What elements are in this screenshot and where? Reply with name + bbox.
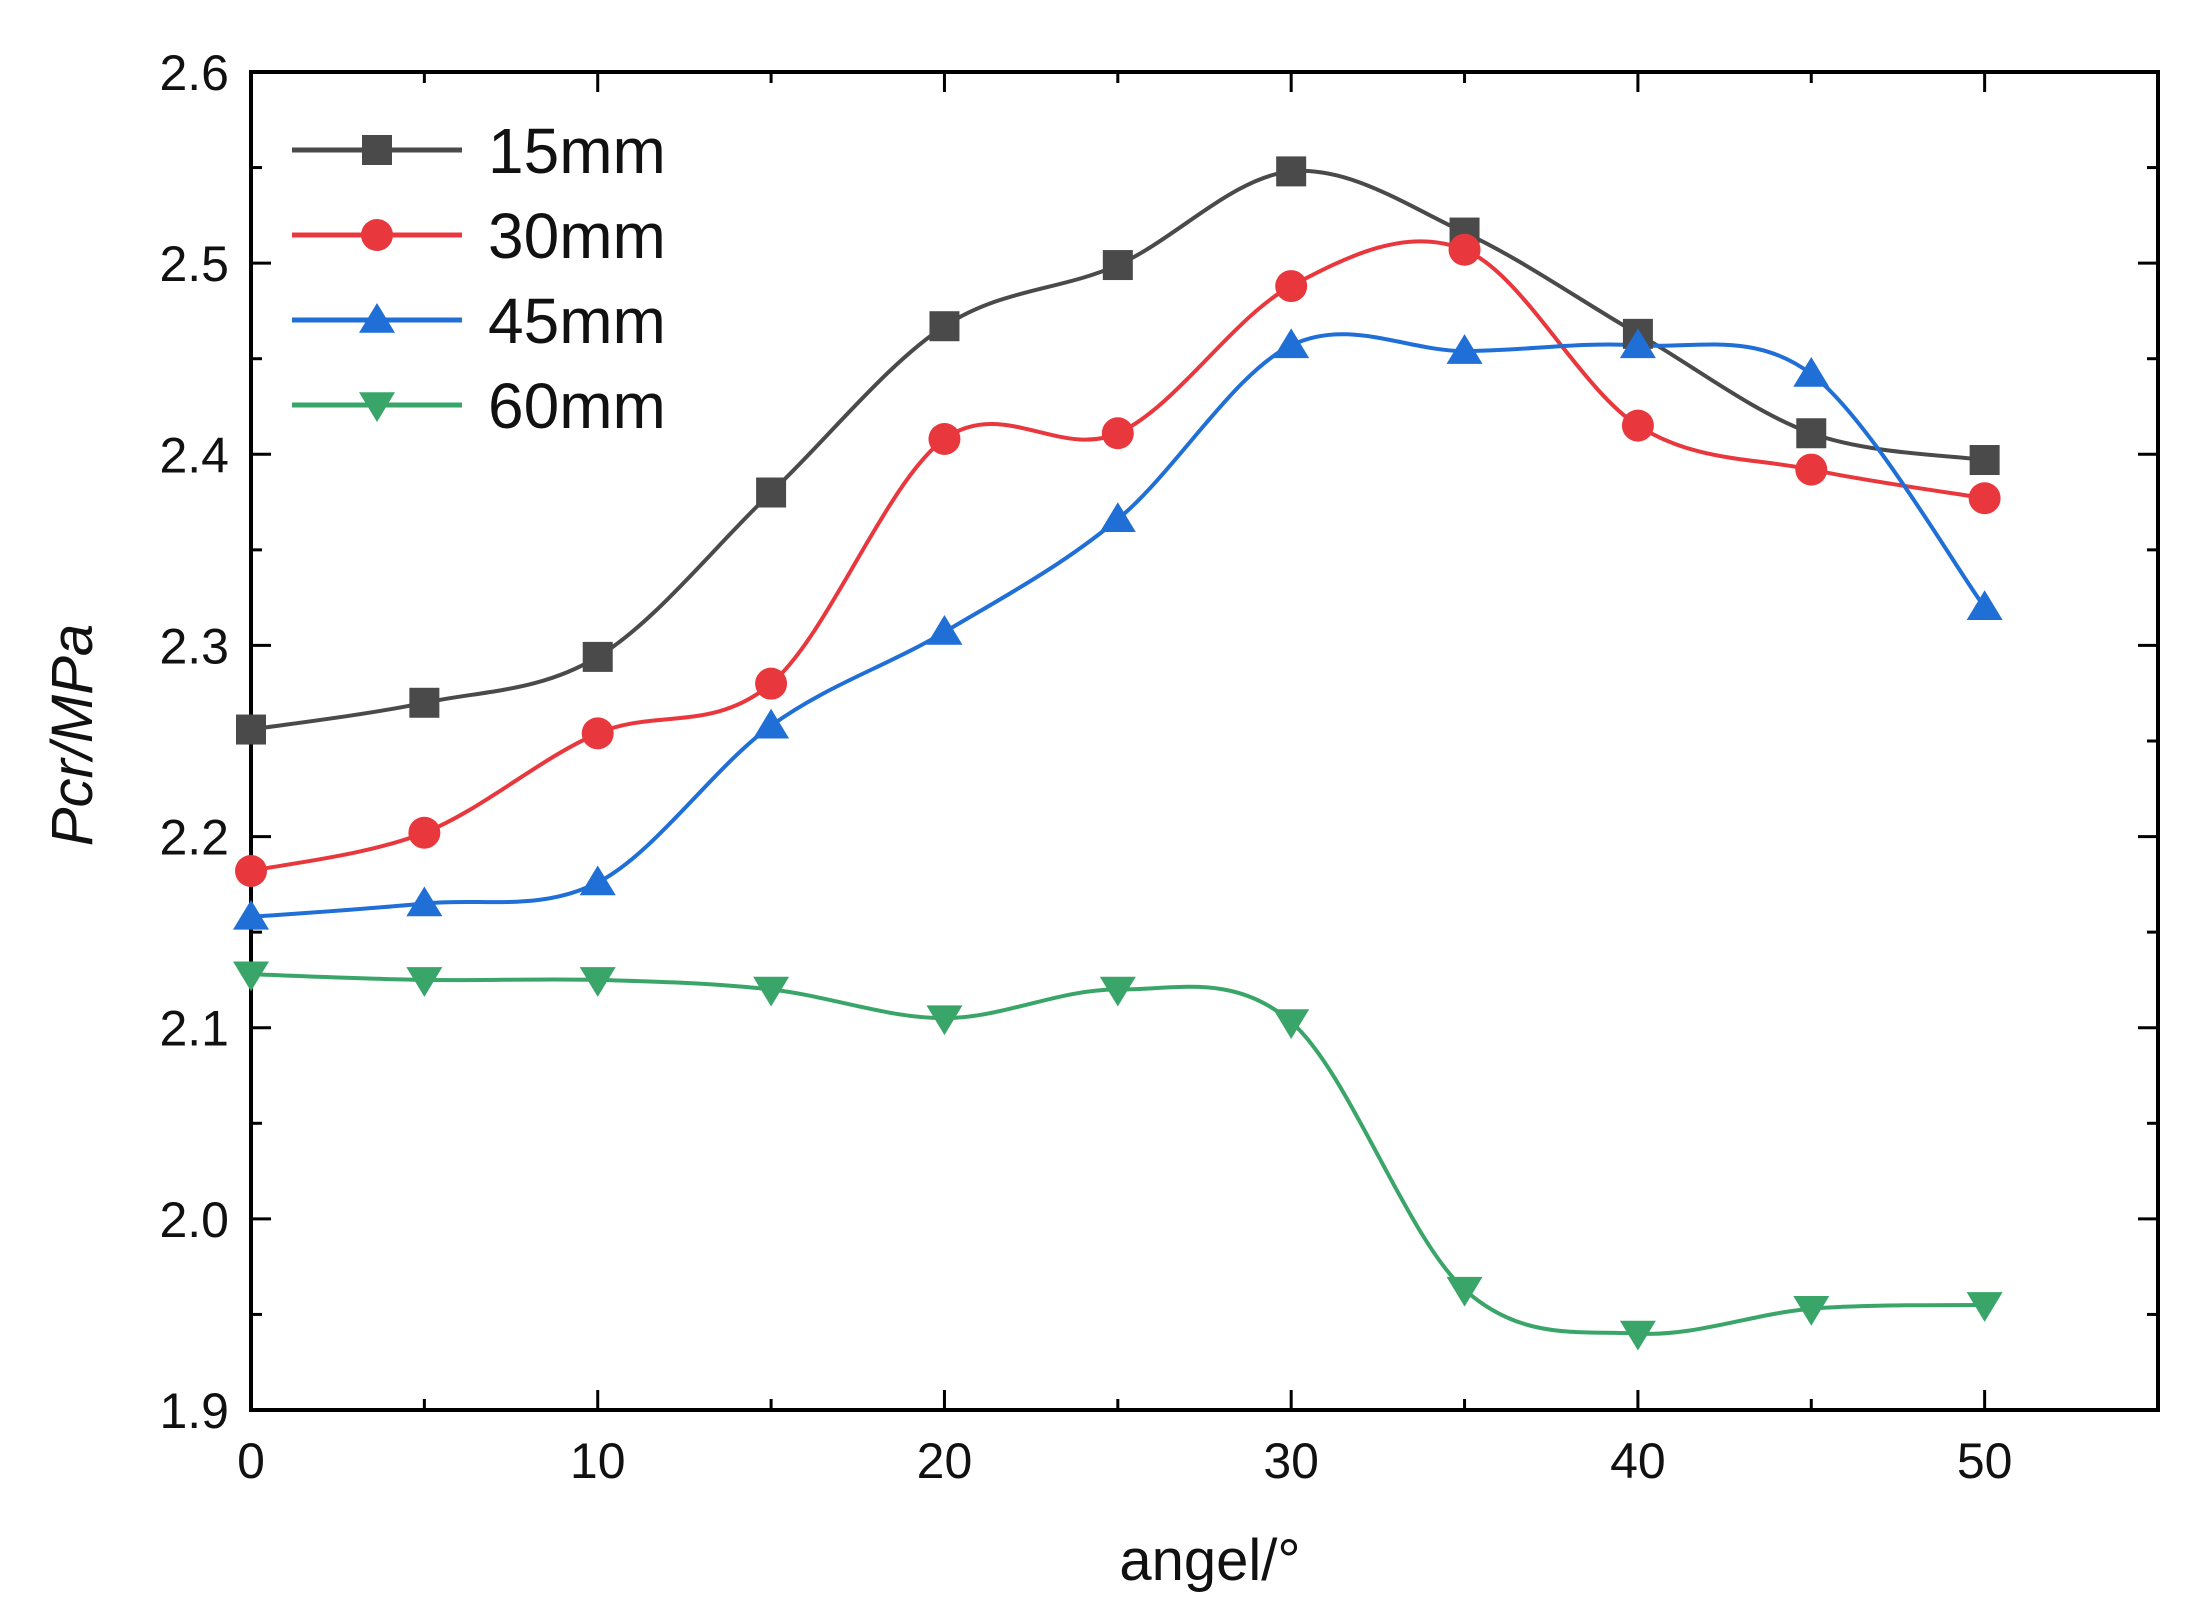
x-tick-label: 0 [237,1433,265,1489]
data-point-30mm [581,717,614,750]
data-point-15mm [582,641,613,672]
data-point-30mm [1795,453,1828,486]
axis-ticks [249,70,2158,1412]
data-point-60mm [926,1005,963,1036]
legend-label: 60mm [488,370,666,442]
tick-labels: 0 10 20 30 40 50 1.9 2.0 2.1 2.2 2.3 2.4 2.5 2.6 [159,45,2012,1489]
x-tick-label: 20 [917,1433,973,1489]
data-point-30mm [1275,270,1308,303]
data-point-30mm [1968,482,2001,515]
data-point-45mm [579,865,616,896]
y-tick-label: 1.9 [159,1383,229,1439]
y-tick-label: 2.5 [159,236,229,292]
data-point-60mm [406,967,443,997]
y-tick-label: 2.3 [159,618,229,674]
data-point-60mm [1619,1320,1656,1351]
data-point-15mm [409,687,440,718]
data-point-60mm [1273,1009,1310,1039]
data-point-30mm [235,854,267,887]
series-line-60mm [250,972,1985,1336]
data-point-15mm [1102,250,1133,281]
x-tick-label: 30 [1263,1433,1319,1489]
legend-label: 15mm [488,115,666,187]
data-point-45mm [1273,328,1310,359]
data-point-30mm [408,816,441,849]
data-point-45mm [233,899,269,930]
data-point-30mm [1621,409,1654,442]
data-point-15mm [929,311,960,342]
data-point-45mm [1099,502,1136,533]
data-point-30mm [928,422,961,455]
data-point-60mm [753,976,790,1007]
legend-marker-15mm [362,135,392,165]
data-point-60mm [579,967,616,997]
data-point-45mm [406,886,443,917]
legend-marker-30mm [361,219,393,251]
data-point-60mm [233,961,269,992]
y-tick-label: 2.2 [159,810,229,866]
x-axis-title: angel/° [1119,1528,1300,1593]
legend-marker-60mm [359,392,395,422]
data-point-45mm [1966,590,2003,620]
data-point-60mm [1966,1292,2003,1322]
data-point-45mm [1619,328,1656,359]
data-point-30mm [1101,417,1134,450]
plot-border [249,70,2160,1412]
data-point-60mm [1446,1276,1483,1307]
data-point-30mm [755,667,788,700]
data-point-15mm [1796,418,1827,449]
y-tick-label: 2.6 [159,45,229,101]
data-point-45mm [926,615,963,645]
y-tick-label: 2.4 [159,427,229,483]
data-point-15mm [236,714,266,745]
legend-label: 45mm [488,285,666,357]
y-axis-title: Pcr/MPa [40,624,105,846]
y-tick-label: 2.0 [159,1192,229,1248]
y-tick-label: 2.1 [159,1001,229,1057]
data-point-60mm [1099,976,1136,1007]
data-point-30mm [1448,233,1481,266]
plot-frame [249,70,2160,1412]
series-markers [233,156,2003,1351]
data-point-45mm [753,708,790,739]
data-point-45mm [1446,334,1483,364]
data-point-15mm [1969,445,2000,476]
x-tick-label: 50 [1957,1433,2013,1489]
x-tick-label: 10 [570,1433,626,1489]
x-tick-label: 40 [1610,1433,1666,1489]
data-point-15mm [1276,156,1307,187]
data-point-15mm [756,477,787,508]
data-point-60mm [1793,1295,1830,1326]
legend-label: 30mm [488,200,666,272]
data-point-45mm [1793,357,1830,387]
legend: 15mm 30mm 45mm 60mm [292,115,666,442]
legend-marker-45mm [359,303,395,333]
